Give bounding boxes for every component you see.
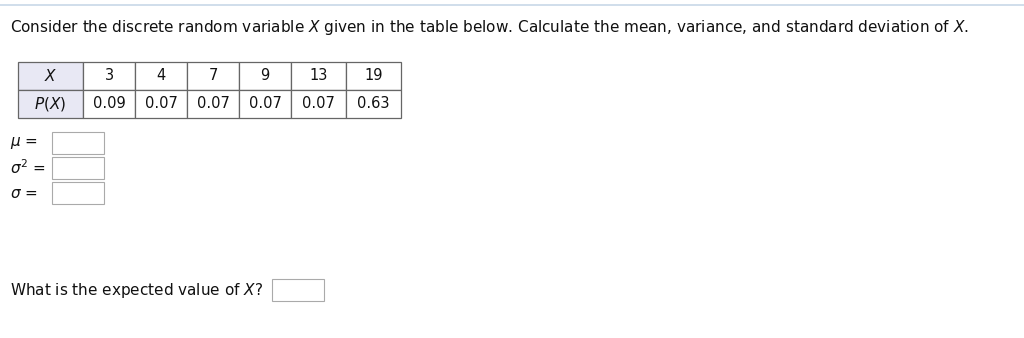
Bar <box>187 90 239 118</box>
Bar <box>135 90 187 118</box>
Bar <box>187 62 239 90</box>
Bar <box>272 279 324 301</box>
Text: $\sigma$ =: $\sigma$ = <box>10 186 38 200</box>
Bar <box>52 182 104 204</box>
Text: Consider the discrete random variable $X$ given in the table below. Calculate th: Consider the discrete random variable $X… <box>10 18 969 37</box>
Text: 7: 7 <box>208 69 218 83</box>
Text: 0.07: 0.07 <box>249 97 282 112</box>
Bar <box>346 90 401 118</box>
Bar <box>83 90 135 118</box>
Bar <box>239 90 291 118</box>
Text: 4: 4 <box>157 69 166 83</box>
Text: $X$: $X$ <box>44 68 57 84</box>
Bar <box>18 62 83 90</box>
Bar <box>52 157 104 179</box>
Text: $\sigma^2$ =: $\sigma^2$ = <box>10 159 46 177</box>
Text: 0.07: 0.07 <box>302 97 335 112</box>
Text: 9: 9 <box>260 69 269 83</box>
Text: 0.07: 0.07 <box>197 97 229 112</box>
Text: 3: 3 <box>104 69 114 83</box>
Bar <box>135 62 187 90</box>
Text: 0.07: 0.07 <box>144 97 177 112</box>
Text: What is the expected value of $X$?: What is the expected value of $X$? <box>10 281 263 299</box>
Bar <box>291 90 346 118</box>
Text: 13: 13 <box>309 69 328 83</box>
Bar <box>346 62 401 90</box>
Bar <box>52 132 104 154</box>
Bar <box>239 62 291 90</box>
Bar <box>291 62 346 90</box>
Bar <box>18 90 83 118</box>
Text: $\mu$ =: $\mu$ = <box>10 135 38 151</box>
Bar <box>83 62 135 90</box>
Text: 0.09: 0.09 <box>92 97 125 112</box>
Text: 0.63: 0.63 <box>357 97 390 112</box>
Text: $P(X)$: $P(X)$ <box>35 95 67 113</box>
Text: 19: 19 <box>365 69 383 83</box>
